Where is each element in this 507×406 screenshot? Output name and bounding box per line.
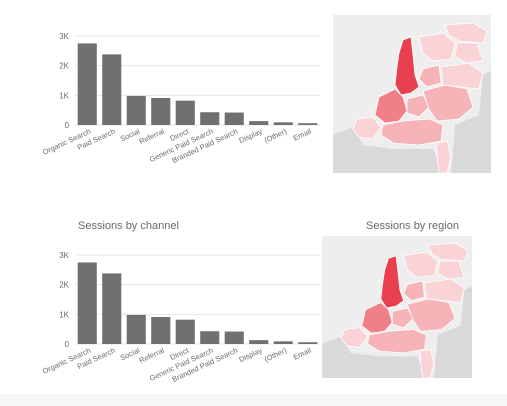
bar	[224, 112, 244, 125]
neighboring-land	[434, 286, 472, 378]
region-limburg	[420, 348, 435, 378]
bar	[102, 54, 122, 125]
region-north-brabant	[380, 118, 444, 146]
bar	[151, 317, 171, 344]
region-zeeland	[352, 116, 382, 140]
region-utrecht	[391, 307, 414, 329]
region-groningen	[427, 242, 469, 262]
region-south-holland	[374, 88, 408, 124]
netherlands-map	[333, 22, 491, 173]
x-tick-label: Referral	[138, 127, 166, 147]
region-utrecht	[406, 94, 430, 118]
region-zeeland	[340, 327, 369, 348]
y-tick-label: 0	[65, 121, 70, 130]
bar	[273, 122, 293, 125]
region-flevoland	[403, 280, 425, 302]
bar	[175, 319, 195, 344]
region-friesland	[403, 251, 439, 278]
bar	[151, 98, 171, 125]
region-map-title: Sessions by region	[366, 220, 459, 232]
y-tick-label: 2K	[59, 62, 69, 71]
bar	[298, 342, 318, 344]
footer-strip	[0, 394, 507, 406]
x-tick-label: Referral	[138, 346, 166, 366]
region-friesland	[418, 32, 456, 62]
region-north-brabant	[367, 329, 427, 354]
region-south-holland	[361, 302, 393, 334]
y-tick-label: 3K	[59, 251, 69, 260]
bar	[200, 112, 220, 125]
neighboring-land	[451, 71, 491, 173]
y-tick-label: 2K	[59, 281, 69, 290]
bar	[175, 100, 195, 125]
neighboring-land	[322, 336, 427, 378]
bar	[126, 95, 146, 125]
region-north-holland	[380, 255, 405, 309]
region-map-top	[333, 15, 491, 173]
bar	[77, 43, 97, 125]
region-gelderland	[422, 84, 474, 122]
region-groningen	[444, 22, 488, 44]
bar	[249, 121, 269, 125]
region-overijssel	[440, 62, 484, 90]
y-tick-label: 1K	[59, 310, 69, 319]
region-overijssel	[424, 278, 465, 303]
bar	[224, 331, 244, 344]
bar	[249, 340, 269, 344]
bar	[77, 262, 97, 344]
region-drenthe	[454, 42, 484, 64]
channel-chart-title: Sessions by channel	[78, 220, 179, 232]
region-flevoland	[418, 64, 442, 88]
x-tick-label: (Other)	[263, 126, 289, 144]
region-north-holland	[394, 36, 420, 96]
bar	[200, 331, 220, 344]
y-tick-label: 0	[65, 340, 70, 349]
region-map-bottom	[322, 236, 472, 378]
region-drenthe	[437, 260, 465, 280]
bar	[298, 123, 318, 125]
x-tick-label: Email	[292, 127, 313, 143]
bar	[126, 314, 146, 344]
x-tick-label: Display	[238, 346, 264, 365]
x-tick-label: (Other)	[263, 345, 289, 363]
x-tick-label: Display	[238, 127, 264, 146]
y-tick-label: 1K	[59, 91, 69, 100]
netherlands-map	[322, 242, 472, 378]
region-gelderland	[406, 298, 456, 332]
region-limburg	[436, 140, 452, 173]
y-tick-label: 3K	[59, 32, 69, 41]
bar	[102, 273, 122, 344]
x-tick-label: Email	[292, 346, 313, 362]
neighboring-land	[333, 127, 443, 173]
bar	[273, 341, 293, 344]
